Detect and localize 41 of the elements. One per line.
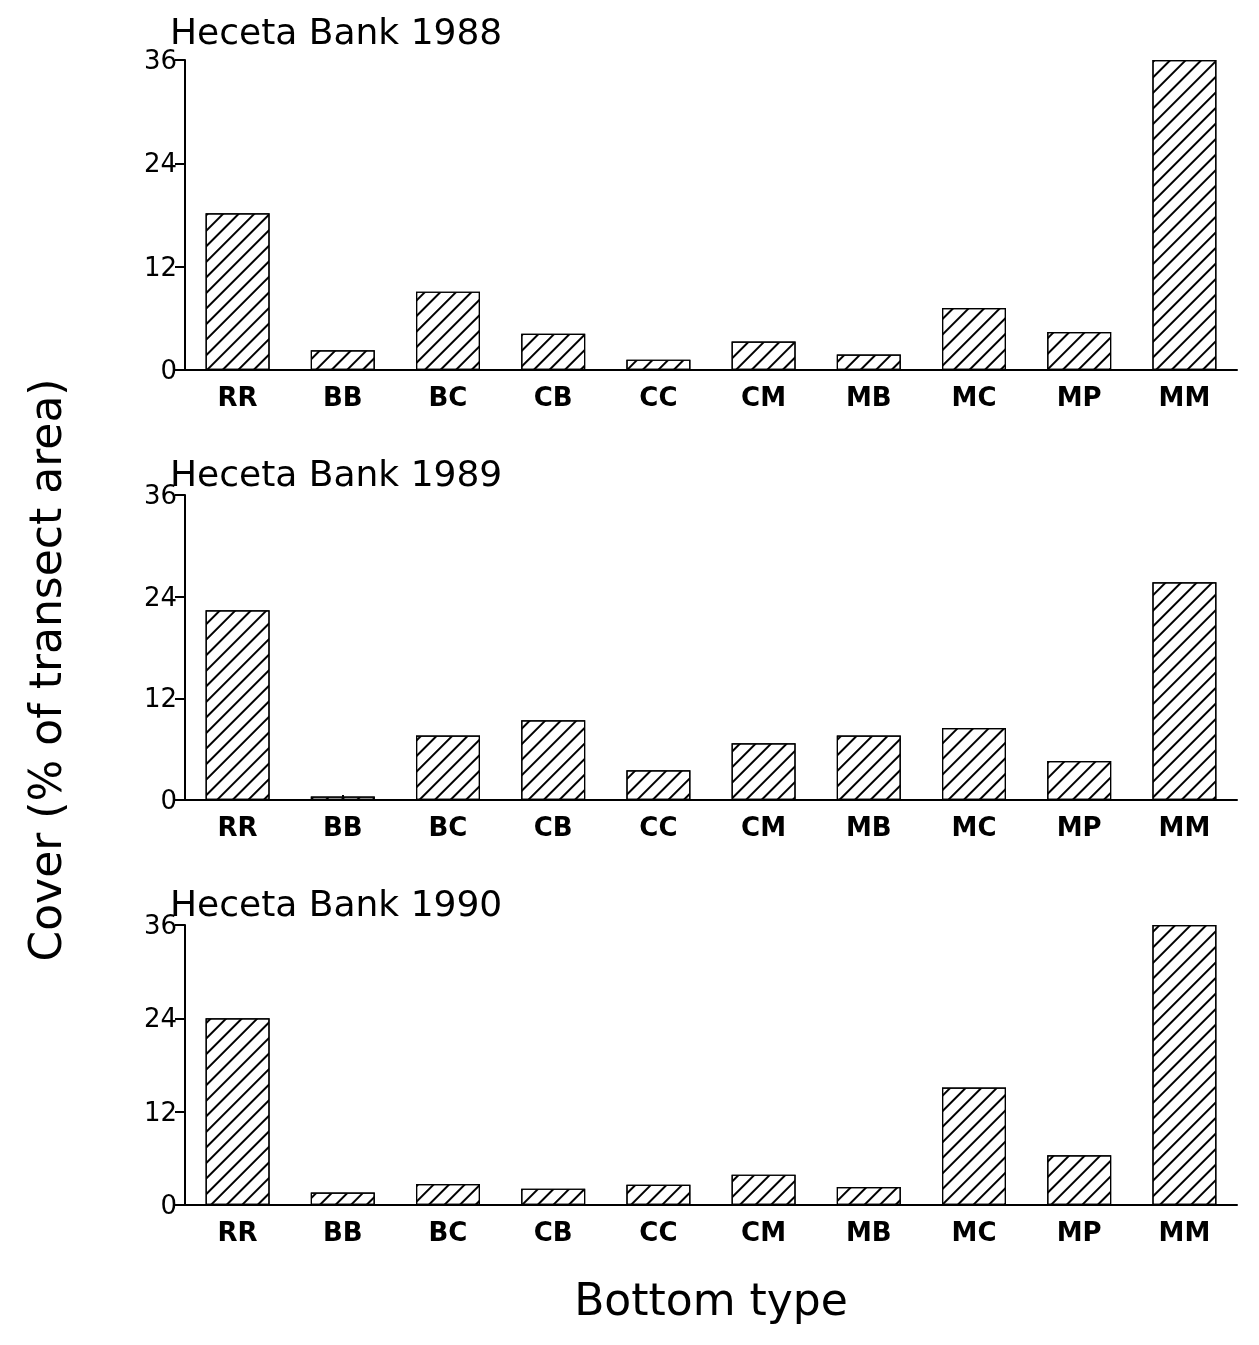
x-tick-label: MC	[951, 382, 997, 412]
x-tick-label: RR	[217, 382, 258, 412]
y-tick-label: 12	[143, 683, 177, 714]
y-tick-label: 24	[143, 1003, 177, 1034]
x-tick-label: CB	[533, 1217, 573, 1247]
x-tick-label: CM	[741, 382, 787, 412]
x-tick-label: MB	[845, 382, 892, 412]
x-tick-label: MM	[1158, 382, 1211, 412]
x-tick-label: MC	[951, 1217, 997, 1247]
x-tick-label: MP	[1056, 1217, 1102, 1247]
y-tick-label: 24	[143, 581, 177, 612]
y-tick-label: 12	[143, 1096, 177, 1127]
x-tick-label: CC	[639, 382, 678, 412]
x-tick-label: BB	[322, 812, 363, 842]
x-tick-label: MB	[845, 812, 892, 842]
x-tick-label: CC	[639, 1217, 678, 1247]
y-axis-title: Cover (% of transect area)	[19, 378, 71, 962]
x-tick-label: BB	[322, 382, 363, 412]
x-tick-label: BC	[428, 812, 468, 842]
y-tick-label: 0	[160, 1190, 177, 1220]
x-tick-label: BB	[322, 1217, 363, 1247]
x-tick-label: CM	[741, 1217, 787, 1247]
x-tick-label: RR	[217, 1217, 258, 1247]
y-tick-label: 0	[160, 355, 177, 385]
x-tick-label: CB	[533, 382, 573, 412]
x-tick-label: MP	[1056, 812, 1102, 842]
x-tick-label: MP	[1056, 382, 1102, 412]
x-tick-label: BC	[428, 382, 468, 412]
y-tick-label: 24	[143, 148, 177, 179]
x-tick-label: MM	[1158, 812, 1211, 842]
x-tick-label: MB	[845, 1217, 892, 1247]
y-tick-label: 0	[160, 785, 177, 815]
x-tick-label: RR	[217, 812, 258, 842]
x-tick-label: CC	[639, 812, 678, 842]
x-tick-label: BC	[428, 1217, 468, 1247]
x-axis-title: Bottom type	[574, 1273, 848, 1325]
x-tick-label: MC	[951, 812, 997, 842]
y-tick-label: 12	[143, 251, 177, 282]
x-tick-label: MM	[1158, 1217, 1211, 1247]
x-tick-label: CM	[741, 812, 787, 842]
x-tick-label: CB	[533, 812, 573, 842]
